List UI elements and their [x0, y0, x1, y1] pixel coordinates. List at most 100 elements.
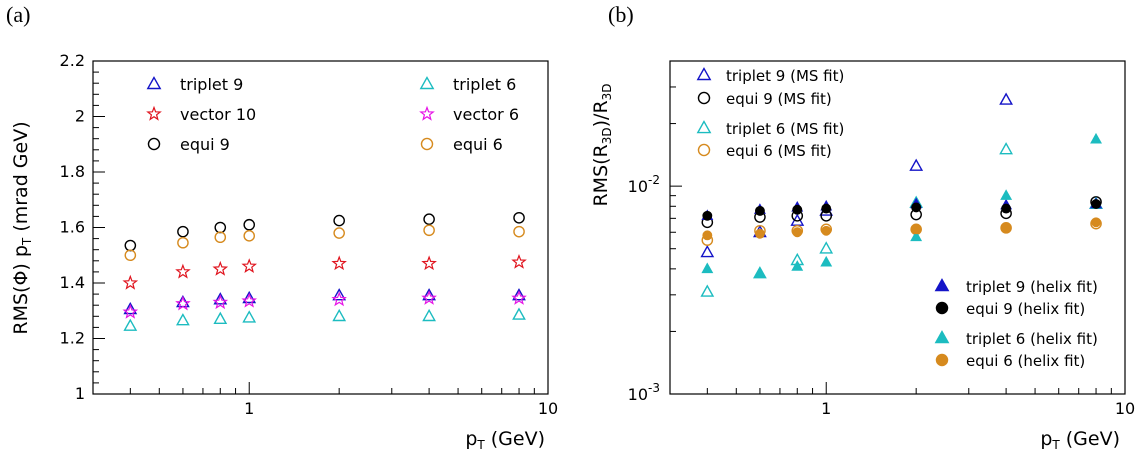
data-point	[512, 288, 526, 301]
data-point	[700, 284, 715, 297]
data-point	[214, 221, 227, 234]
data-point	[212, 260, 229, 276]
legend-label: equi 6	[453, 135, 503, 154]
data-point	[421, 255, 437, 271]
data-point	[1090, 132, 1102, 144]
data-point	[911, 224, 922, 235]
data-point	[791, 260, 804, 271]
data-point	[176, 313, 190, 326]
data-point	[241, 292, 258, 308]
data-point	[123, 318, 138, 331]
data-point	[124, 239, 137, 252]
legend-marker	[697, 91, 711, 105]
legend-marker	[697, 143, 711, 157]
y-tick-label: 2	[75, 107, 85, 126]
y-axis-label-b: RMS(R3D)/R3D	[590, 83, 614, 206]
panel-label-b: (b)	[608, 2, 634, 27]
data-point	[124, 249, 137, 262]
axes-a: 1 10 1 1.2 1.4 1.6 1.8 2 2.2	[60, 51, 559, 418]
data-point	[821, 225, 832, 236]
legend-marker	[147, 137, 161, 151]
x-tick-label: 10	[538, 399, 558, 418]
series-vector-10	[122, 254, 527, 290]
series-equi-9	[124, 211, 525, 252]
legend-marker	[934, 330, 950, 344]
y-axis-label-a: RMS(Φ) pT (mrad GeV)	[10, 121, 34, 334]
data-point	[422, 308, 436, 322]
data-point	[700, 244, 715, 258]
data-point	[423, 224, 435, 237]
series-equi-6-helix-fit	[702, 217, 1101, 241]
legend-marker	[419, 76, 435, 90]
y-tick-label: 1	[75, 384, 85, 403]
series-equi-9-helix-fit	[702, 199, 1101, 221]
data-point	[332, 288, 347, 301]
legend-marker	[419, 105, 435, 121]
data-point	[1001, 203, 1012, 214]
axes-b: 1 10 10-3 10-2	[628, 60, 1135, 418]
data-point	[1091, 199, 1101, 210]
marks-a	[122, 211, 527, 331]
legend-label: vector 10	[180, 105, 256, 124]
x-tick-label: 1	[821, 399, 831, 418]
data-point	[241, 258, 258, 273]
data-point	[123, 301, 138, 315]
data-point	[122, 303, 139, 319]
legend-label: equi 6 (helix fit)	[966, 352, 1085, 370]
legend-b: triplet 9 (MS fit) equi 9 (MS fit) triplet…	[696, 67, 1098, 370]
data-point	[175, 263, 191, 279]
panel-a: (a) 1 10 1 1.2 1.4 1.6 1.8 2 2.2 RMS(Φ) pT (mrad…	[6, 2, 558, 452]
data-point	[122, 274, 139, 290]
data-point	[754, 205, 765, 216]
data-point	[819, 241, 834, 254]
data-point	[213, 292, 228, 305]
series-triplet-6-helix-fit	[701, 132, 1102, 278]
data-point	[177, 225, 189, 238]
data-point	[1000, 189, 1013, 200]
plot-frame-b	[669, 60, 1126, 395]
data-point	[332, 308, 347, 322]
data-point	[702, 230, 713, 241]
y-tick-label: 1.2	[60, 329, 85, 348]
y-tick-label: 1.6	[60, 218, 85, 237]
data-point	[242, 310, 257, 323]
data-point	[214, 231, 227, 244]
data-point	[512, 307, 526, 320]
data-point	[243, 230, 256, 242]
data-point	[422, 288, 436, 301]
y-tick-label: 2.2	[60, 51, 85, 70]
data-point	[910, 230, 923, 242]
x-axis-label-a: pT (GeV)	[465, 428, 545, 452]
legend-marker	[420, 137, 434, 151]
data-point	[331, 255, 347, 271]
legend-marker	[935, 353, 949, 367]
data-point	[702, 210, 713, 221]
data-point	[999, 142, 1013, 155]
data-point	[790, 213, 805, 226]
series-triplet-6	[123, 307, 526, 331]
series-equi-6	[124, 224, 525, 262]
data-point	[754, 267, 766, 278]
data-point	[421, 290, 437, 305]
legend-marker	[696, 120, 712, 134]
data-point	[333, 227, 345, 239]
x-tick-label: 1	[244, 399, 254, 418]
data-point	[792, 204, 803, 215]
data-point	[911, 202, 922, 213]
data-point	[701, 262, 714, 274]
y-tick-label: 1.4	[60, 273, 85, 292]
legend-label: triplet 9	[180, 75, 243, 94]
legend-marker	[146, 76, 162, 90]
legend-label: triplet 6	[453, 75, 516, 94]
legend-label: triplet 9 (helix fit)	[966, 278, 1098, 296]
legend-marker	[935, 301, 949, 315]
data-point	[423, 213, 435, 225]
data-point	[792, 227, 803, 238]
legend-marker	[696, 67, 712, 81]
data-point	[821, 203, 832, 214]
data-point	[213, 311, 228, 324]
legend-a: triplet 9 vector 10 equi 9 triplet 6 vector …	[146, 75, 519, 154]
legend-label: equi 6 (MS fit)	[726, 142, 832, 160]
data-point	[513, 211, 525, 224]
